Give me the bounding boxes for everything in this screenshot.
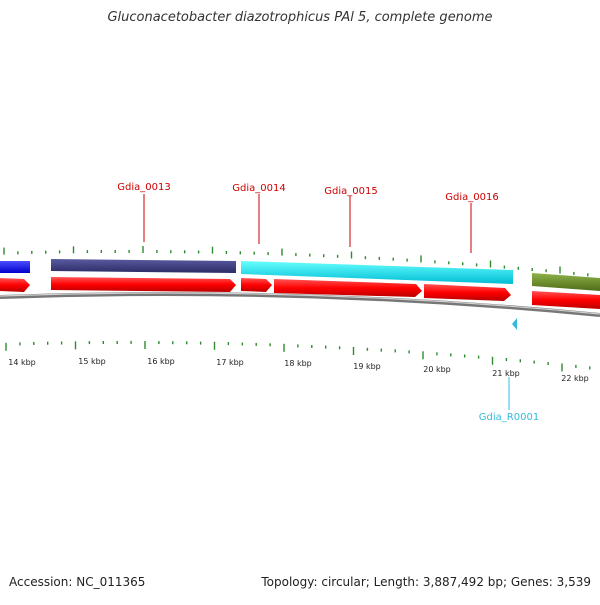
- kbp-scale-labels: 14 kbp 15 kbp 16 kbp 17 kbp 18 kbp 19 kbp 20 k…: [8, 357, 589, 383]
- lower-tick-row: [5, 340, 591, 372]
- gene-label-gdia-0014[interactable]: Gdia_0014: [232, 183, 285, 194]
- genome-backbone-highlight: [0, 292, 600, 315]
- rna-marker-icon[interactable]: [512, 318, 517, 330]
- gene-bar-blue[interactable]: [0, 261, 30, 273]
- gene-bar-olive[interactable]: [532, 273, 600, 291]
- kbp-label: 16 kbp: [147, 357, 175, 366]
- kbp-label: 18 kbp: [284, 359, 312, 368]
- kbp-label: 21 kbp: [492, 369, 520, 378]
- gene-bar-gdia-0013[interactable]: [51, 259, 236, 273]
- cds-arrow-2[interactable]: [51, 277, 236, 292]
- kbp-label: 17 kbp: [216, 358, 244, 367]
- gene-bar-gdia-0014-0016[interactable]: [241, 261, 513, 284]
- cds-arrow-6[interactable]: [532, 291, 600, 309]
- kbp-label: 15 kbp: [78, 357, 106, 366]
- kbp-label: 22 kbp: [561, 374, 589, 383]
- gene-label-gdia-0015[interactable]: Gdia_0015: [324, 186, 377, 197]
- kbp-label: 19 kbp: [353, 362, 381, 371]
- genome-backbone: [0, 291, 600, 317]
- cds-arrow-5[interactable]: [424, 284, 511, 301]
- kbp-label: 14 kbp: [8, 358, 36, 367]
- kbp-label: 20 kbp: [423, 365, 451, 374]
- gene-label-gdia-0016[interactable]: Gdia_0016: [445, 192, 498, 203]
- gene-label-gdia-0013[interactable]: Gdia_0013: [117, 182, 170, 193]
- cds-arrow-3[interactable]: [241, 278, 272, 292]
- genome-title: Gluconacetobacter diazotrophicus PAl 5, …: [107, 10, 493, 25]
- gene-label-gdia-r0001[interactable]: Gdia_R0001: [479, 412, 539, 423]
- upper-tick-row: [3, 246, 589, 277]
- genome-summary-label: Topology: circular; Length: 3,887,492 bp…: [261, 575, 591, 589]
- accession-label: Accession: NC_011365: [9, 575, 146, 589]
- cds-arrow-4[interactable]: [274, 279, 422, 297]
- cds-arrow-1[interactable]: [0, 278, 30, 292]
